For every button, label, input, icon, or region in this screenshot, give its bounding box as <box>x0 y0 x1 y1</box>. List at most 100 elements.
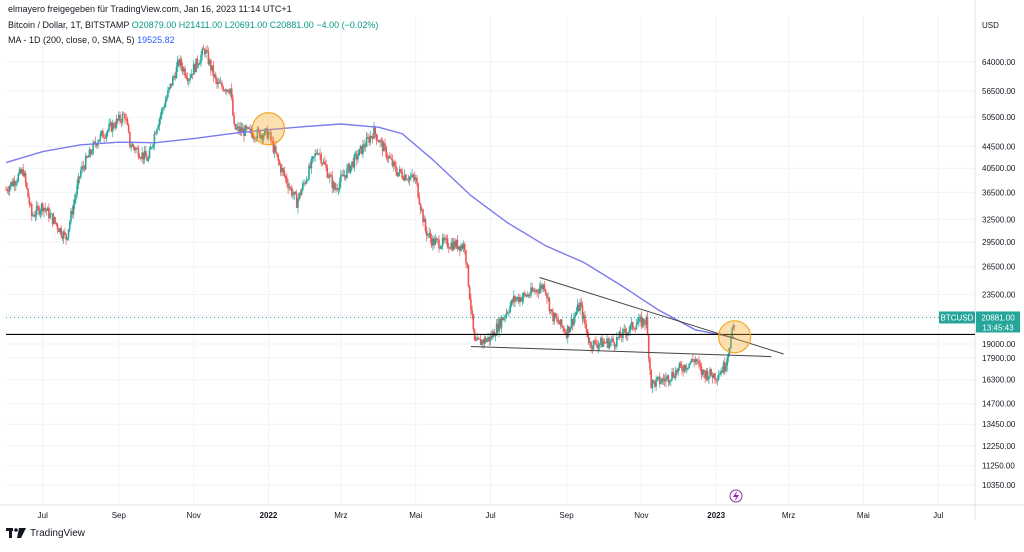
candle-body <box>194 64 196 73</box>
candle-body <box>371 136 374 139</box>
candle-body <box>293 191 296 195</box>
candle-body <box>15 183 17 186</box>
candle-body <box>694 359 697 363</box>
candle-body <box>283 171 286 176</box>
candle-body <box>197 64 200 66</box>
candle-body <box>45 209 48 211</box>
candle-body <box>699 364 702 367</box>
candle-body <box>607 338 610 348</box>
candle-body <box>495 323 498 336</box>
candle-body <box>700 366 703 375</box>
candle-body <box>452 241 455 250</box>
candle-body <box>468 286 471 300</box>
candle-body <box>201 48 204 56</box>
candle-body <box>29 204 32 205</box>
x-tick-label: 2022 <box>260 511 278 520</box>
candle-body <box>597 344 600 348</box>
candle-body <box>589 342 591 343</box>
candle-body <box>187 79 190 81</box>
candle-body <box>384 143 386 148</box>
highlight-circle <box>251 112 286 146</box>
candle-body <box>239 127 242 132</box>
candle-body <box>374 126 377 134</box>
y-tick-label: 64000.00 <box>982 58 1016 67</box>
candle-body <box>562 326 564 329</box>
candle-body <box>717 375 720 380</box>
candle-body <box>110 122 113 132</box>
candle-body <box>12 180 15 186</box>
candle-body <box>409 176 412 178</box>
y-tick-label: 12250.00 <box>982 442 1016 451</box>
candle-body <box>100 130 103 134</box>
candle-body <box>72 204 75 215</box>
candle-body <box>600 337 602 344</box>
candle-body <box>711 374 714 379</box>
symbol-name[interactable]: Bitcoin / Dollar, 1T, BITSTAMP <box>8 20 130 30</box>
candle-body <box>598 343 601 345</box>
candle-body <box>450 242 453 249</box>
candle-body <box>335 188 337 190</box>
ma-legend: MA - 1D (200, close, 0, SMA, 5) 19525.82 <box>8 35 175 45</box>
candle-body <box>234 124 237 130</box>
candle-body <box>342 174 345 177</box>
candle-body <box>721 370 724 373</box>
candle-body <box>137 148 140 158</box>
candle-body <box>157 126 159 130</box>
candle-body <box>91 153 93 155</box>
candle-body <box>370 136 373 137</box>
candle-body <box>481 340 483 345</box>
candle-body <box>313 156 315 158</box>
candle-body <box>300 189 303 196</box>
candle-body <box>613 341 616 347</box>
candle-body <box>733 325 736 327</box>
candle-body <box>681 365 683 371</box>
candle-body <box>170 83 173 86</box>
candle-body <box>284 175 287 178</box>
candle-body <box>78 176 81 178</box>
candle-body <box>237 126 239 128</box>
candle-body <box>46 207 49 211</box>
candle-body <box>386 157 389 159</box>
candle-body <box>430 238 433 246</box>
candle-body <box>65 233 67 240</box>
candle-body <box>405 174 407 181</box>
candle-body <box>609 340 612 343</box>
y-tick-label: 14700.00 <box>982 400 1016 409</box>
ma-label[interactable]: MA - 1D (200, close, 0, SMA, 5) <box>8 35 135 45</box>
candle-body <box>235 127 238 130</box>
candle-body <box>513 295 515 303</box>
candle-body <box>324 161 326 165</box>
candle-body <box>725 365 727 371</box>
candle-body <box>320 154 323 164</box>
candle-body <box>154 133 157 135</box>
footer-brand[interactable]: TradingView <box>6 527 85 539</box>
candle-body <box>612 338 614 342</box>
candle-body <box>278 160 281 165</box>
candle-body <box>486 339 488 343</box>
candle-body <box>138 157 141 159</box>
candle-body <box>84 156 87 170</box>
candle-body <box>66 237 69 240</box>
candle-body <box>54 217 56 223</box>
candle-body <box>611 338 613 341</box>
y-tick-label: 56500.00 <box>982 87 1016 96</box>
candle-body <box>422 209 424 223</box>
candle-body <box>102 130 104 138</box>
candle-body <box>674 370 677 378</box>
candle-body <box>135 148 137 151</box>
candle-body <box>551 309 553 312</box>
candle-body <box>670 379 672 382</box>
candle-body <box>49 213 51 219</box>
candle-body <box>537 291 540 294</box>
y-tick-label: 40500.00 <box>982 164 1016 173</box>
candle-body <box>389 156 391 159</box>
candle-body <box>53 217 55 225</box>
candle-body <box>210 60 212 71</box>
candle-body <box>165 97 168 102</box>
candle-body <box>444 238 446 241</box>
candle-body <box>580 302 583 306</box>
candle-body <box>314 153 316 157</box>
candle-body <box>131 144 134 147</box>
candle-body <box>349 165 352 173</box>
candle-body <box>275 146 277 153</box>
